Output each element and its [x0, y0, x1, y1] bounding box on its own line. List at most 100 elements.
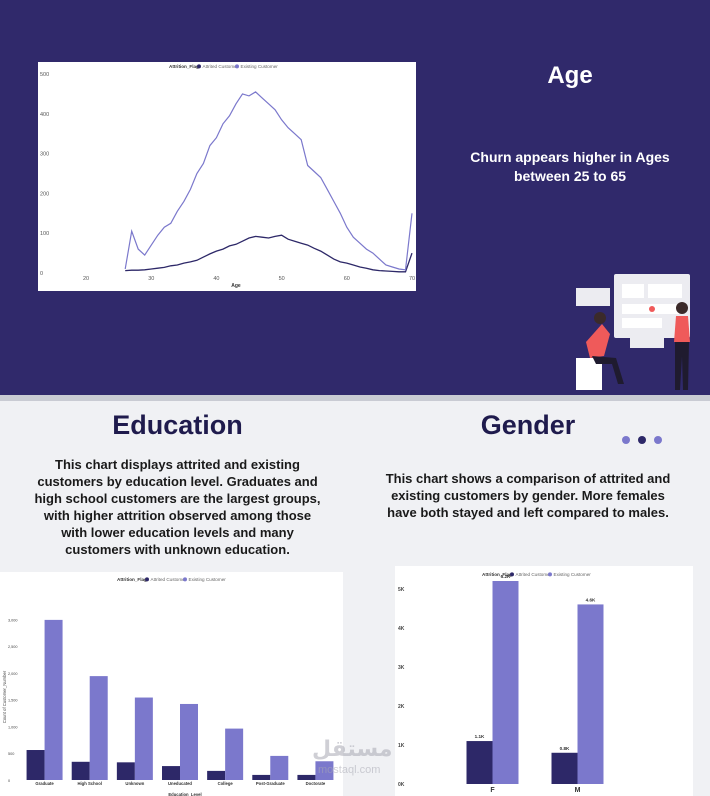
age-x-tick: 70: [409, 276, 415, 282]
y-tick: 2K: [398, 704, 405, 710]
bar-attrited: [252, 774, 271, 780]
legend-label-1: Existing Customer: [554, 572, 592, 577]
age-x-tick: 30: [148, 276, 154, 282]
age-y-tick: 100: [40, 231, 49, 237]
bar-attrited: [26, 750, 45, 780]
category-label: High School: [77, 781, 101, 786]
age-series-line-existing: [124, 91, 413, 271]
bar-attrited: [466, 741, 493, 784]
age-y-tick: 200: [40, 191, 49, 197]
category-label: Post-Graduate: [256, 781, 286, 786]
bar-attrited: [207, 770, 226, 780]
board-card-1: [622, 284, 644, 298]
y-axis-label: Count of Customer_Number: [2, 670, 7, 723]
man-legs: [675, 342, 689, 390]
legend-label-1: Existing Customer: [189, 577, 227, 582]
woman-legs: [592, 356, 624, 384]
y-tick: 0K: [398, 782, 405, 788]
woman-body: [586, 324, 610, 358]
legend-label-1: Existing Customer: [241, 64, 279, 69]
gender-chart-card: Attrition_Flag Attrited Customer Existing …: [395, 566, 693, 796]
watermark-url: mostaql.com: [318, 764, 381, 776]
age-y-tick: 0: [40, 271, 43, 277]
legend-title: Attrition_Flag: [482, 572, 512, 577]
age-y-tick: 500: [40, 72, 49, 78]
data-label: 4.6K: [586, 597, 596, 602]
board-card-2: [648, 284, 682, 298]
age-title: Age: [547, 62, 593, 89]
bar-existing: [577, 604, 604, 784]
bar-existing: [225, 728, 244, 780]
age-x-tick: 20: [83, 276, 89, 282]
category-label: Graduate: [35, 781, 54, 786]
watermark-logo: مستقل: [312, 736, 393, 761]
y-tick: 3,000: [8, 618, 18, 622]
bar-existing: [270, 755, 289, 780]
education-description: This chart displays attrited and existin…: [34, 457, 321, 557]
pagination-dots: [622, 436, 662, 444]
education-title: Education: [112, 410, 243, 440]
age-x-label: Age: [231, 283, 241, 289]
age-line-chart: Attrition_Flag Attrited Customer Existing …: [40, 64, 415, 289]
legend-marker-0: [145, 577, 149, 582]
bar-attrited: [297, 774, 316, 780]
legend-marker-1: [235, 64, 239, 69]
category-label: M: [575, 787, 581, 794]
dot-1: [622, 436, 630, 444]
data-label: 5.2K: [501, 574, 511, 579]
y-tick: 500: [8, 752, 14, 756]
board-card-4: [622, 318, 662, 328]
data-label: 1.1K: [475, 734, 485, 739]
y-tick: 5K: [398, 587, 405, 593]
bar-existing: [180, 703, 198, 780]
legend-marker-0: [510, 572, 514, 577]
x-axis-label: Education_Level: [168, 792, 201, 796]
panel-divider: [0, 395, 710, 401]
category-label: College: [218, 781, 234, 786]
y-tick: 1K: [398, 743, 405, 749]
woman-head: [594, 312, 606, 324]
age-chart-card: Attrition_Flag Attrited Customer Existing …: [38, 62, 416, 291]
legend-marker-1: [183, 577, 187, 582]
y-tick: 1,000: [8, 725, 18, 729]
age-x-tick: 60: [344, 276, 350, 282]
dot-2: [638, 436, 646, 444]
legend-marker-0: [197, 64, 201, 69]
y-tick: 0: [8, 779, 10, 783]
legend-title: Attrition_Flag: [169, 64, 199, 69]
legend-label-0: Attrited Customer: [516, 572, 552, 577]
category-label: Uneducated: [168, 781, 192, 786]
legend-label-0: Attrited Customer: [151, 577, 187, 582]
education-chart-card: Attrition_Flag Attrited Customer Existing …: [0, 572, 343, 796]
bar-attrited: [162, 766, 180, 780]
gender-title: Gender: [480, 410, 576, 440]
y-tick: 3K: [398, 665, 405, 671]
y-tick: 2,500: [8, 645, 18, 649]
age-x-tick: 50: [279, 276, 285, 282]
bar-attrited: [551, 752, 578, 784]
team-illustration: [576, 274, 690, 390]
gender-bar-chart: Attrition_Flag Attrited Customer Existing …: [398, 572, 604, 794]
side-card-2: [630, 334, 664, 348]
bar-attrited: [71, 761, 90, 780]
category-label: Unknown: [125, 781, 144, 786]
gender-description: This chart shows a comparison of attrite…: [385, 471, 671, 520]
bar-existing: [89, 676, 108, 780]
y-tick: 2,000: [8, 672, 18, 676]
data-label: 0.8K: [560, 746, 570, 751]
age-y-tick: 400: [40, 112, 49, 118]
bar-existing: [492, 581, 519, 784]
legend-label-0: Attrited Customer: [203, 64, 239, 69]
y-tick: 4K: [398, 626, 405, 632]
side-card: [576, 288, 610, 306]
age-series-line-attrited: [125, 234, 413, 273]
age-description: Churn appears higher in Ages between 25 …: [470, 149, 670, 184]
bar-existing: [134, 697, 153, 780]
board-dot: [649, 306, 655, 312]
man-body: [674, 316, 690, 342]
education-bar-chart: Attrition_Flag Attrited Customer Existing …: [2, 577, 334, 796]
category-label: Doctorate: [306, 781, 326, 786]
y-tick: 1,500: [8, 699, 18, 703]
legend-title: Attrition_Flag: [117, 577, 147, 582]
legend-marker-1: [548, 572, 552, 577]
